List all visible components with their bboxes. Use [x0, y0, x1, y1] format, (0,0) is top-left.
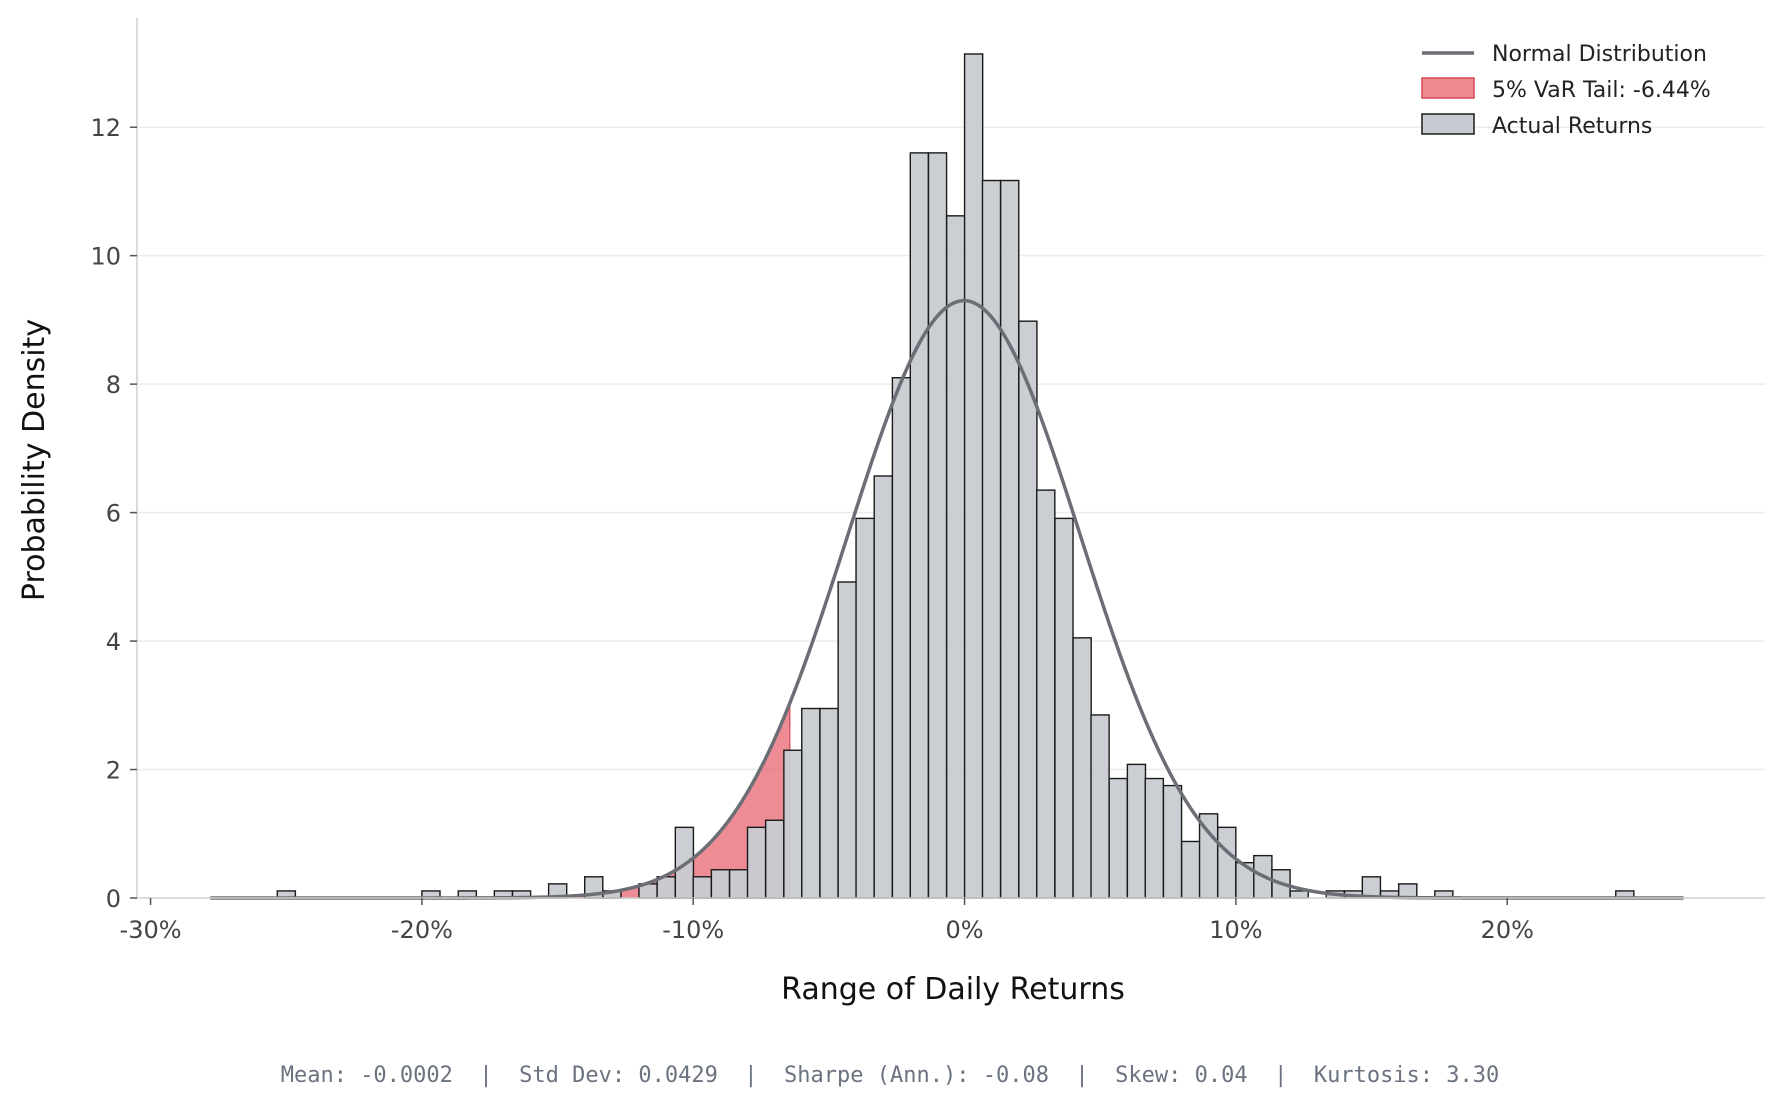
- y-tick-label: 12: [90, 114, 121, 142]
- histogram-bar: [746, 826, 767, 899]
- histogram-bar: [891, 377, 912, 899]
- histogram-bar: [1036, 489, 1056, 899]
- histogram-bar: [1217, 826, 1237, 899]
- histogram-bar: [1072, 637, 1092, 899]
- histogram-bar: [909, 152, 930, 899]
- legend-item-normal-distribution: Normal Distribution: [1422, 42, 1707, 67]
- histogram-bars: [276, 53, 1635, 899]
- histogram-bar: [692, 876, 713, 899]
- x-axis-title: Range of Daily Returns: [781, 972, 1125, 1007]
- var-tail-fill: [210, 702, 791, 899]
- histogram-bar: [1054, 517, 1074, 899]
- histogram-bar: [1108, 777, 1128, 899]
- histogram-bar: [837, 581, 857, 899]
- legend-label-var-tail: 5% VaR Tail: -6.44%: [1492, 78, 1711, 103]
- axes: [136, 18, 1765, 899]
- histogram-bar: [945, 215, 966, 899]
- legend-label-actual-returns: Actual Returns: [1492, 114, 1652, 139]
- x-tick-label: -10%: [662, 916, 724, 944]
- histogram-bar: [1162, 784, 1183, 899]
- x-tick-label: -30%: [120, 916, 182, 944]
- y-tick-label: 0: [106, 885, 121, 913]
- y-tick-label: 8: [106, 371, 121, 399]
- histogram-bar: [999, 179, 1020, 899]
- histogram-bar: [1018, 320, 1038, 899]
- histogram-bar: [783, 749, 803, 899]
- histogram-bar: [801, 707, 821, 899]
- histogram-bar: [1289, 890, 1309, 899]
- legend-swatch-var-tail: [1421, 77, 1475, 99]
- histogram-bar: [927, 152, 948, 899]
- y-tick-label: 10: [90, 243, 121, 271]
- var-tail-area: [210, 702, 791, 899]
- summary-stats: Mean: -0.0002 | Std Dev: 0.0429 | Sharpe…: [281, 1063, 1500, 1088]
- histogram-bar: [1144, 777, 1165, 899]
- x-tick-label: 0%: [946, 916, 984, 944]
- legend-label-normal-distribution: Normal Distribution: [1492, 42, 1707, 67]
- legend-item-var-tail: 5% VaR Tail: -6.44%: [1421, 77, 1711, 103]
- histogram-bar: [728, 869, 749, 899]
- legend-swatch-actual-returns: [1421, 113, 1475, 135]
- histogram-bar: [963, 53, 984, 899]
- histogram-bar: [1180, 840, 1201, 899]
- y-axis-ticks: 0 2 4 6 8 10 12: [90, 114, 137, 913]
- histogram-bar: [710, 869, 731, 899]
- x-tick-label: 20%: [1481, 916, 1534, 944]
- legend-item-actual-returns: Actual Returns: [1421, 113, 1652, 139]
- x-tick-label: -20%: [391, 916, 453, 944]
- y-tick-label: 6: [106, 500, 121, 528]
- histogram-bar: [873, 475, 894, 899]
- histogram-bar: [819, 707, 839, 899]
- histogram-bar: [981, 179, 1002, 899]
- y-axis-title: Probability Density: [17, 319, 52, 601]
- x-axis-ticks: -30% -20% -10% 0% 10% 20%: [120, 898, 1534, 944]
- x-tick-label: 10%: [1209, 916, 1262, 944]
- histogram-bar: [855, 517, 875, 899]
- y-tick-label: 4: [106, 628, 121, 656]
- histogram-bar: [764, 819, 785, 899]
- histogram-bar: [1126, 763, 1147, 899]
- histogram-bar: [1090, 714, 1110, 899]
- legend: Normal Distribution 5% VaR Tail: -6.44% …: [1421, 42, 1711, 139]
- y-tick-label: 2: [106, 757, 121, 785]
